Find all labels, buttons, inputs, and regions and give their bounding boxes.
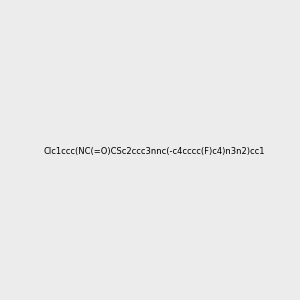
Text: Clc1ccc(NC(=O)CSc2ccc3nnc(-c4cccc(F)c4)n3n2)cc1: Clc1ccc(NC(=O)CSc2ccc3nnc(-c4cccc(F)c4)n… <box>43 147 265 156</box>
